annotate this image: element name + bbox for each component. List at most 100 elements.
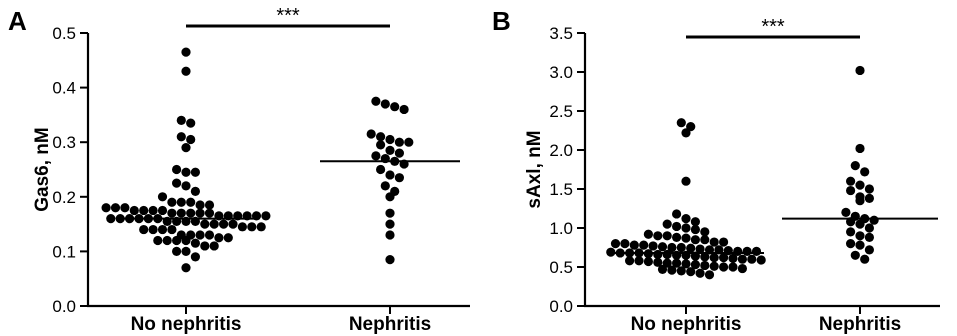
panel-a-data-point bbox=[376, 132, 386, 142]
panel-a-data-point bbox=[186, 208, 196, 218]
panel-a-data-point bbox=[385, 145, 395, 155]
panel-a-data-point bbox=[181, 167, 191, 177]
panel-b-data-point bbox=[686, 122, 696, 132]
panel-b-category-label: No nephritis bbox=[631, 314, 742, 335]
panel-a-data-point bbox=[172, 235, 182, 246]
panel-a-data-point bbox=[167, 197, 177, 207]
panel-b-data-point bbox=[709, 261, 719, 271]
panel-a-y-tick-label: 0.2 bbox=[52, 188, 76, 207]
panel-a-data-point bbox=[162, 235, 172, 246]
panel-a-data-point bbox=[157, 192, 168, 202]
panel-a-data-point bbox=[186, 197, 196, 207]
panel-b-data-point bbox=[747, 254, 757, 264]
panel-a-gas6: A 0.0 0.1 0.2 0.3 0.4 0.5 Gas6, nM No nephritis N… bbox=[8, 5, 470, 335]
panel-a-data-point bbox=[371, 96, 381, 106]
panel-a-data-point bbox=[261, 211, 271, 221]
panel-b-data-point bbox=[841, 207, 851, 217]
panel-b-saxl: B 0.0 0.5 1.0 1.5 2.0 2.5 3.0 3.5 sAxl, nM No neph… bbox=[492, 6, 940, 335]
panel-b-data-point bbox=[681, 233, 691, 243]
panel-b-data-point bbox=[855, 180, 865, 190]
panel-b-data-point bbox=[850, 161, 860, 171]
panel-a-data-point bbox=[176, 115, 186, 125]
panel-a-y-tick-label: 0.4 bbox=[52, 79, 76, 98]
panel-a-y-tick-label: 0.0 bbox=[52, 297, 76, 316]
panel-a-data-point bbox=[148, 224, 158, 235]
panel-b-data-point bbox=[855, 240, 865, 250]
panel-a-data-point bbox=[204, 200, 215, 210]
panel-b-data-point bbox=[676, 242, 686, 253]
panel-a-data-point bbox=[385, 134, 395, 145]
panel-b-data-point bbox=[681, 259, 691, 269]
panel-b-data-point bbox=[846, 185, 856, 196]
panel-a-data-point bbox=[181, 246, 191, 256]
panel-a-data-point bbox=[209, 241, 219, 251]
panel-b-data-point bbox=[653, 257, 663, 267]
panel-a-letter: A bbox=[8, 6, 27, 36]
panel-b-data-point bbox=[676, 118, 686, 128]
panel-a-data-point bbox=[172, 246, 182, 256]
panel-b-data-point bbox=[855, 143, 865, 154]
panel-b-y-tick-label: 2.5 bbox=[549, 102, 573, 121]
panel-b-data-point bbox=[700, 252, 710, 262]
panel-b-data-point bbox=[709, 237, 719, 247]
panel-b-data-point bbox=[719, 237, 729, 247]
panel-a-data-point bbox=[200, 241, 210, 251]
panel-a-y-tick-label: 0.5 bbox=[52, 24, 76, 43]
panel-a-data-point bbox=[120, 203, 130, 213]
panel-a-data-point bbox=[181, 143, 191, 153]
panel-a-data-point bbox=[181, 66, 191, 76]
panel-a-data-point bbox=[366, 129, 376, 139]
panel-b-data-point bbox=[864, 245, 875, 255]
panel-a-data-point bbox=[380, 181, 390, 191]
panel-b-data-point bbox=[690, 217, 701, 227]
panel-b-y-tick-label: 0.0 bbox=[549, 297, 573, 316]
panel-a-y-tick-label: 0.3 bbox=[52, 133, 76, 152]
panel-b-data-point bbox=[643, 229, 654, 239]
panel-a-data-point bbox=[200, 219, 210, 229]
panel-a-data-point bbox=[181, 235, 191, 246]
panel-a-y-tick-label: 0.1 bbox=[52, 242, 76, 261]
panel-a-data-point bbox=[237, 222, 247, 232]
panel-a-data-point bbox=[153, 235, 163, 246]
panel-b-data-point bbox=[690, 235, 701, 245]
panel-b-data-point bbox=[700, 260, 710, 271]
panel-a-data-point bbox=[394, 148, 404, 158]
panel-b-y-tick-label: 3.0 bbox=[549, 63, 573, 82]
panel-b-data-point bbox=[695, 244, 705, 254]
panel-b-y-tick-label: 1.5 bbox=[549, 180, 573, 199]
panel-b-y-tick-label: 2.0 bbox=[549, 141, 573, 160]
panel-b-data-point bbox=[662, 231, 672, 241]
panel-b-data-point bbox=[864, 184, 875, 194]
panel-b-data-point bbox=[620, 239, 630, 249]
panel-b-letter: B bbox=[492, 6, 511, 36]
panel-a-data-point bbox=[385, 219, 395, 229]
panel-b-data-point bbox=[855, 65, 865, 76]
panel-b-data-point bbox=[657, 242, 668, 252]
panel-b-data-point bbox=[672, 209, 682, 219]
panel-b-data-point bbox=[672, 221, 682, 232]
panel-a-data-point bbox=[371, 151, 381, 161]
panel-b-data-point bbox=[690, 260, 701, 270]
panel-b-data-point bbox=[850, 250, 860, 260]
panel-a-data-point bbox=[385, 192, 395, 202]
panel-a-data-point bbox=[385, 230, 395, 240]
panel-a-data-point bbox=[176, 132, 186, 142]
panel-a-data-point bbox=[157, 205, 168, 216]
panel-a-data-point bbox=[404, 137, 414, 147]
panel-b-significance-label: *** bbox=[761, 16, 785, 38]
panel-b-data-point bbox=[719, 253, 729, 263]
panel-a-data-point bbox=[186, 118, 196, 128]
panel-a-data-point bbox=[385, 208, 395, 218]
panel-b-data-point bbox=[662, 219, 672, 229]
panel-b-data-point bbox=[846, 239, 856, 249]
panel-b-y-tick-label: 0.5 bbox=[549, 258, 573, 277]
panel-a-data-point bbox=[167, 224, 177, 235]
panel-b-data-point bbox=[634, 256, 644, 266]
panel-b-data-point bbox=[846, 176, 856, 186]
panel-b-data-point bbox=[643, 256, 654, 267]
panel-a-data-point bbox=[380, 99, 390, 109]
panel-b-data-point bbox=[855, 219, 865, 229]
panel-b-data-point bbox=[709, 253, 719, 263]
panel-b-data-point bbox=[662, 258, 672, 268]
